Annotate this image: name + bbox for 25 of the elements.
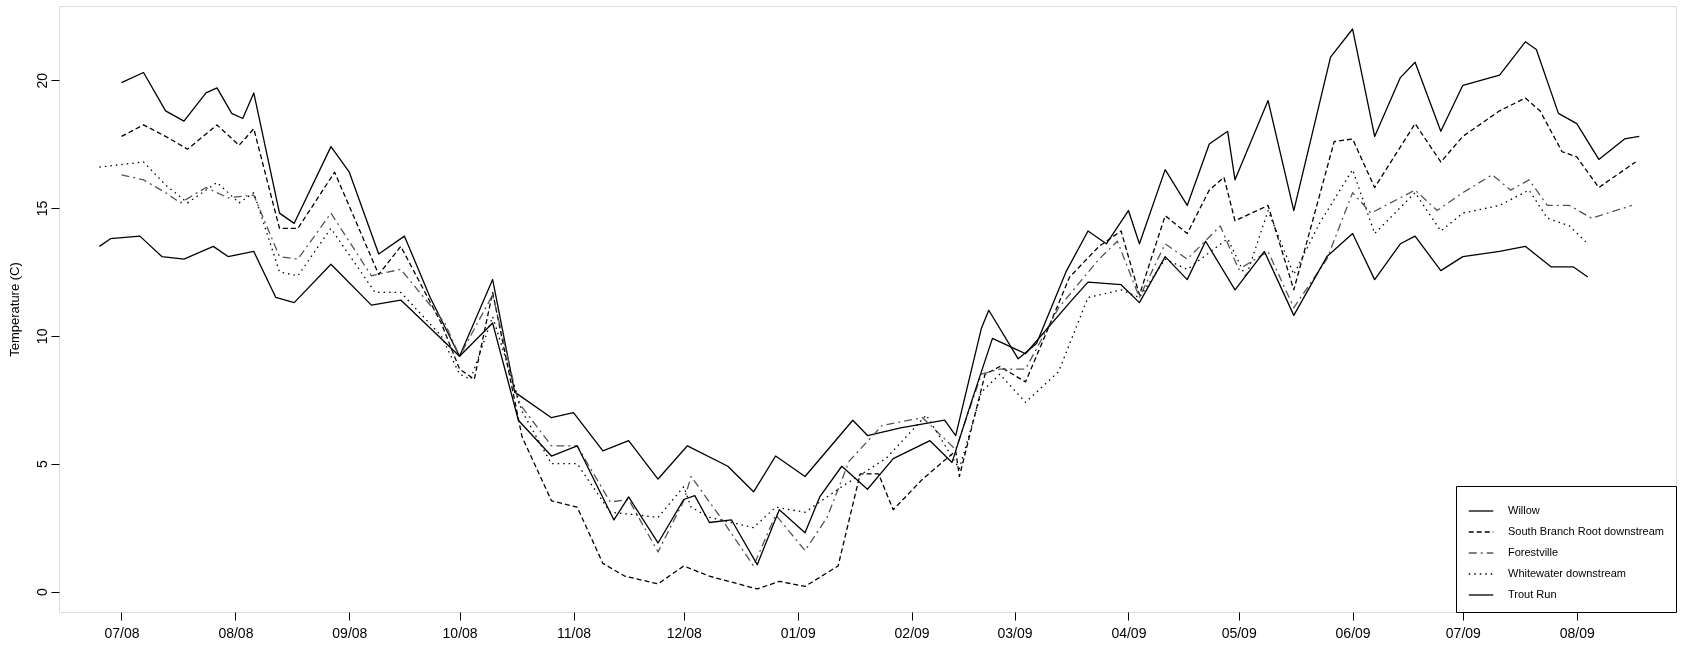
y-axis-title: Temperature (C): [6, 262, 22, 357]
y-tick-label: 15: [33, 200, 50, 217]
y-tick-label: 10: [33, 328, 50, 345]
x-tick-label: 03/09: [997, 624, 1033, 641]
y-tick-label: 5: [33, 460, 50, 469]
y-tick-label: 0: [33, 587, 50, 596]
x-tick-label: 07/09: [1445, 624, 1482, 641]
x-tick-label: 07/08: [104, 624, 140, 641]
x-tick-label: 08/08: [218, 624, 254, 641]
x-tick-label: 11/08: [557, 624, 592, 641]
x-tick-label: 04/09: [1111, 624, 1147, 641]
legend-label: Trout Run: [1508, 588, 1557, 600]
x-tick-label: 06/09: [1335, 624, 1371, 641]
legend-label: Willow: [1508, 504, 1540, 516]
x-tick-label: 05/09: [1221, 624, 1257, 641]
x-tick-label: 01/09: [780, 624, 816, 641]
legend-label: South Branch Root downstream: [1508, 525, 1664, 537]
x-tick-label: 02/09: [894, 624, 930, 641]
x-tick-label: 08/09: [1559, 624, 1595, 641]
x-tick-label: 09/08: [332, 624, 368, 641]
y-tick-label: 20: [33, 72, 50, 89]
x-tick-label: 12/08: [666, 624, 702, 641]
legend-label: Forestville: [1508, 546, 1559, 558]
legend-label: Whitewater downstream: [1508, 567, 1626, 579]
x-tick-label: 10/08: [442, 624, 478, 641]
